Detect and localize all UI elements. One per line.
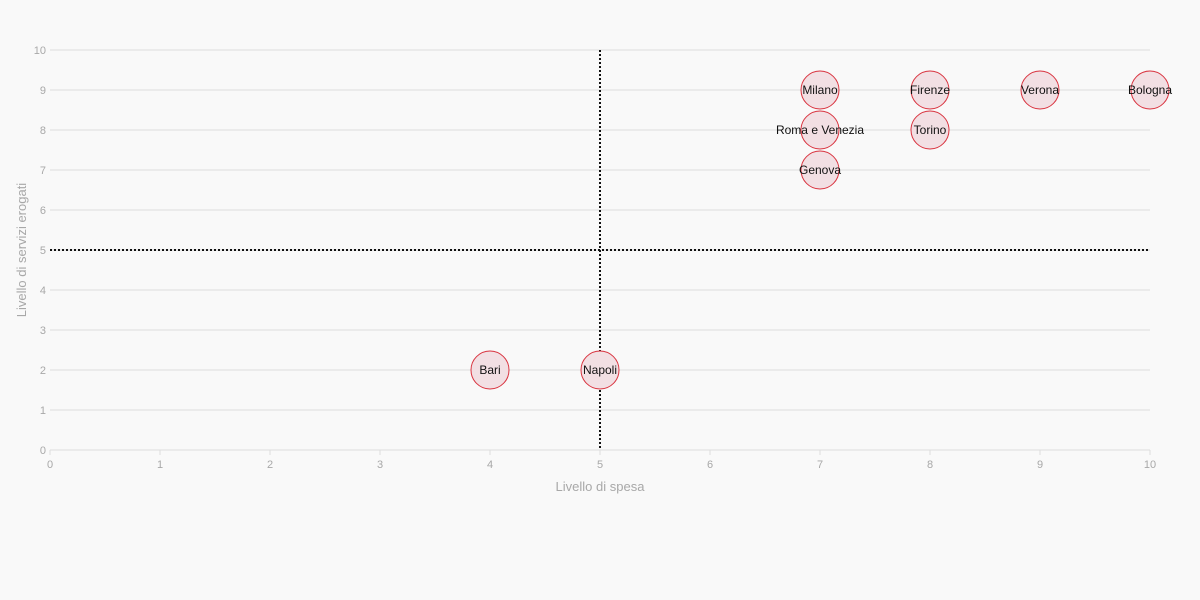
x-axis-title: Livello di spesa <box>556 479 646 494</box>
point-marker[interactable] <box>1020 70 1060 110</box>
x-tick-label: 5 <box>597 459 603 471</box>
y-tick-label: 7 <box>40 165 46 177</box>
point-marker[interactable] <box>580 350 620 390</box>
data-point[interactable]: Milano <box>800 70 840 110</box>
y-tick-label: 0 <box>40 445 46 457</box>
y-tick-label: 3 <box>40 325 46 337</box>
x-tick-label: 7 <box>817 459 823 471</box>
point-label: Napoli <box>583 363 617 377</box>
y-tick-label: 5 <box>40 245 46 257</box>
point-marker[interactable] <box>800 70 840 110</box>
x-tick-label: 2 <box>267 459 273 471</box>
x-tick-label: 10 <box>1144 459 1156 471</box>
data-point[interactable]: Bologna <box>1128 70 1172 110</box>
y-tick-label: 2 <box>40 365 46 377</box>
point-marker[interactable] <box>800 150 840 190</box>
point-label: Bologna <box>1128 83 1172 97</box>
y-tick-label: 6 <box>40 205 46 217</box>
y-tick-label: 10 <box>34 45 46 57</box>
x-tick-label: 0 <box>47 459 53 471</box>
x-tick-label: 1 <box>157 459 163 471</box>
data-point[interactable]: Roma e Venezia <box>776 110 864 150</box>
data-point[interactable]: Genova <box>799 150 841 190</box>
data-points: Milano Firenze Verona Bologna Roma e Venezia… <box>470 70 1172 390</box>
point-label: Bari <box>479 363 500 377</box>
data-point[interactable]: Firenze <box>910 70 950 110</box>
x-tick-label: 4 <box>487 459 493 471</box>
y-tick-label: 4 <box>40 285 46 297</box>
point-marker[interactable] <box>800 110 840 150</box>
y-axis-ticks: 0 1 2 3 4 5 6 7 8 9 10 <box>34 45 46 457</box>
y-axis-title: Livello di servizi erogati <box>14 183 29 318</box>
data-point[interactable]: Verona <box>1020 70 1060 110</box>
point-marker[interactable] <box>910 70 950 110</box>
data-point[interactable]: Napoli <box>580 350 620 390</box>
y-tick-label: 1 <box>40 405 46 417</box>
x-tick-label: 8 <box>927 459 933 471</box>
y-tick-label: 8 <box>40 125 46 137</box>
point-label: Roma e Venezia <box>776 123 864 137</box>
data-point[interactable]: Torino <box>910 110 950 150</box>
y-tick-label: 9 <box>40 85 46 97</box>
point-marker[interactable] <box>910 110 950 150</box>
point-marker[interactable] <box>470 350 510 390</box>
point-marker[interactable] <box>1130 70 1170 110</box>
data-point[interactable]: Bari <box>470 350 510 390</box>
x-tick-label: 3 <box>377 459 383 471</box>
point-label: Genova <box>799 163 841 177</box>
x-axis-ticks: 0 1 2 3 4 5 6 7 8 9 10 <box>47 450 1156 471</box>
x-tick-label: 9 <box>1037 459 1043 471</box>
x-tick-label: 6 <box>707 459 713 471</box>
point-label: Milano <box>802 83 838 97</box>
point-label: Firenze <box>910 83 950 97</box>
point-label: Torino <box>914 123 947 137</box>
point-label: Verona <box>1021 83 1059 97</box>
